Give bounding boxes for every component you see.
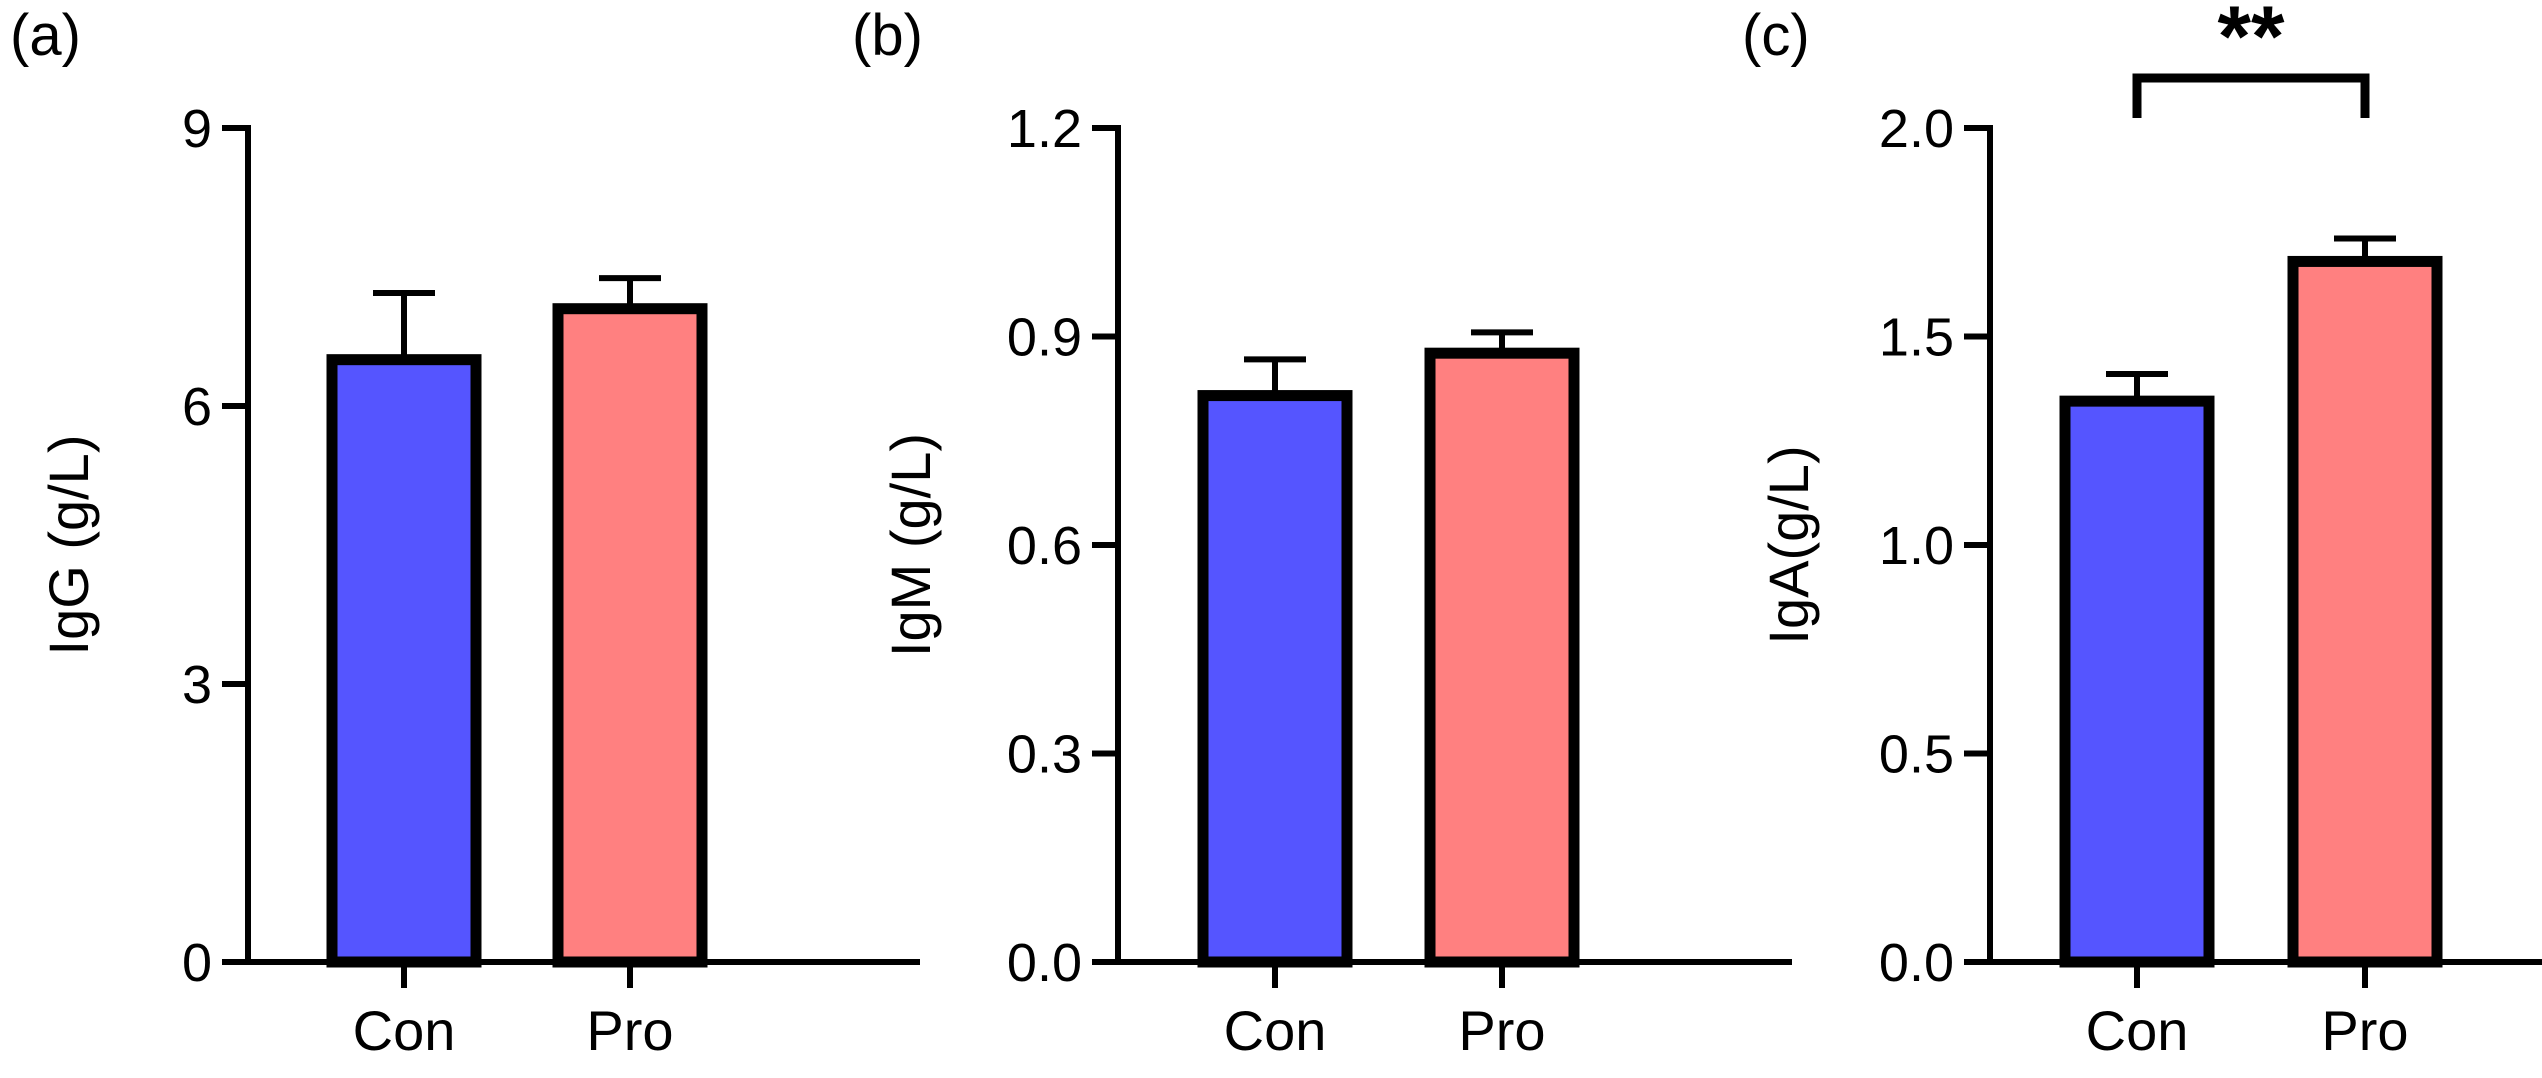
significance-bracket	[2132, 73, 2370, 118]
bar-pro	[552, 303, 708, 968]
chart-panel: (a) 0 3 6 9 IgG (g/L) Con Pro	[10, 3, 920, 1062]
y-tick-label: 0.6	[1007, 516, 1082, 576]
bar-con	[2059, 395, 2215, 968]
bar-con	[326, 354, 482, 968]
panels: (a) 0 3 6 9 IgG (g/L) Con Pro (b) 0.0 0.3 0.6 0.9 1.2…	[10, 0, 2542, 1062]
y-tick-label: 1.0	[1879, 516, 1954, 576]
y-tick-label: 0.5	[1879, 725, 1954, 785]
x-category-label: Pro	[1458, 999, 1545, 1062]
y-tick-label: 1.5	[1879, 308, 1954, 368]
panel-label: (c)	[1742, 3, 1810, 68]
y-tick-label: 9	[182, 99, 212, 159]
x-category-label: Pro	[586, 999, 673, 1062]
significance-label: **	[2218, 0, 2285, 85]
y-tick-label: 1.2	[1007, 99, 1082, 159]
y-axis-title: IgG (g/L)	[37, 435, 100, 656]
x-category-label: Con	[1224, 999, 1327, 1062]
y-axis-title: IgM (g/L)	[879, 433, 942, 657]
x-category-label: Pro	[2321, 999, 2408, 1062]
chart-panel: (c) 0.0 0.5 1.0 1.5 2.0 IgA(g/L) Con Pro **	[1742, 0, 2542, 1062]
y-tick-label: 0.9	[1007, 308, 1082, 368]
y-tick-label: 6	[182, 377, 212, 437]
y-axis-title: IgA(g/L)	[1757, 445, 1820, 644]
panel-label: (b)	[852, 3, 923, 68]
y-tick-label: 0	[182, 933, 212, 993]
y-tick-label: 3	[182, 655, 212, 715]
chart-panel: (b) 0.0 0.3 0.6 0.9 1.2 IgM (g/L) Con Pro	[852, 3, 1792, 1062]
x-category-label: Con	[2086, 999, 2189, 1062]
bar-pro	[1424, 347, 1580, 968]
panel-label: (a)	[10, 3, 81, 68]
y-tick-label: 0.3	[1007, 725, 1082, 785]
y-tick-label: 0.0	[1879, 933, 1954, 993]
bar-con	[1197, 390, 1353, 968]
y-tick-label: 2.0	[1879, 99, 1954, 159]
bar-pro	[2287, 255, 2443, 968]
y-tick-label: 0.0	[1007, 933, 1082, 993]
x-category-label: Con	[353, 999, 456, 1062]
